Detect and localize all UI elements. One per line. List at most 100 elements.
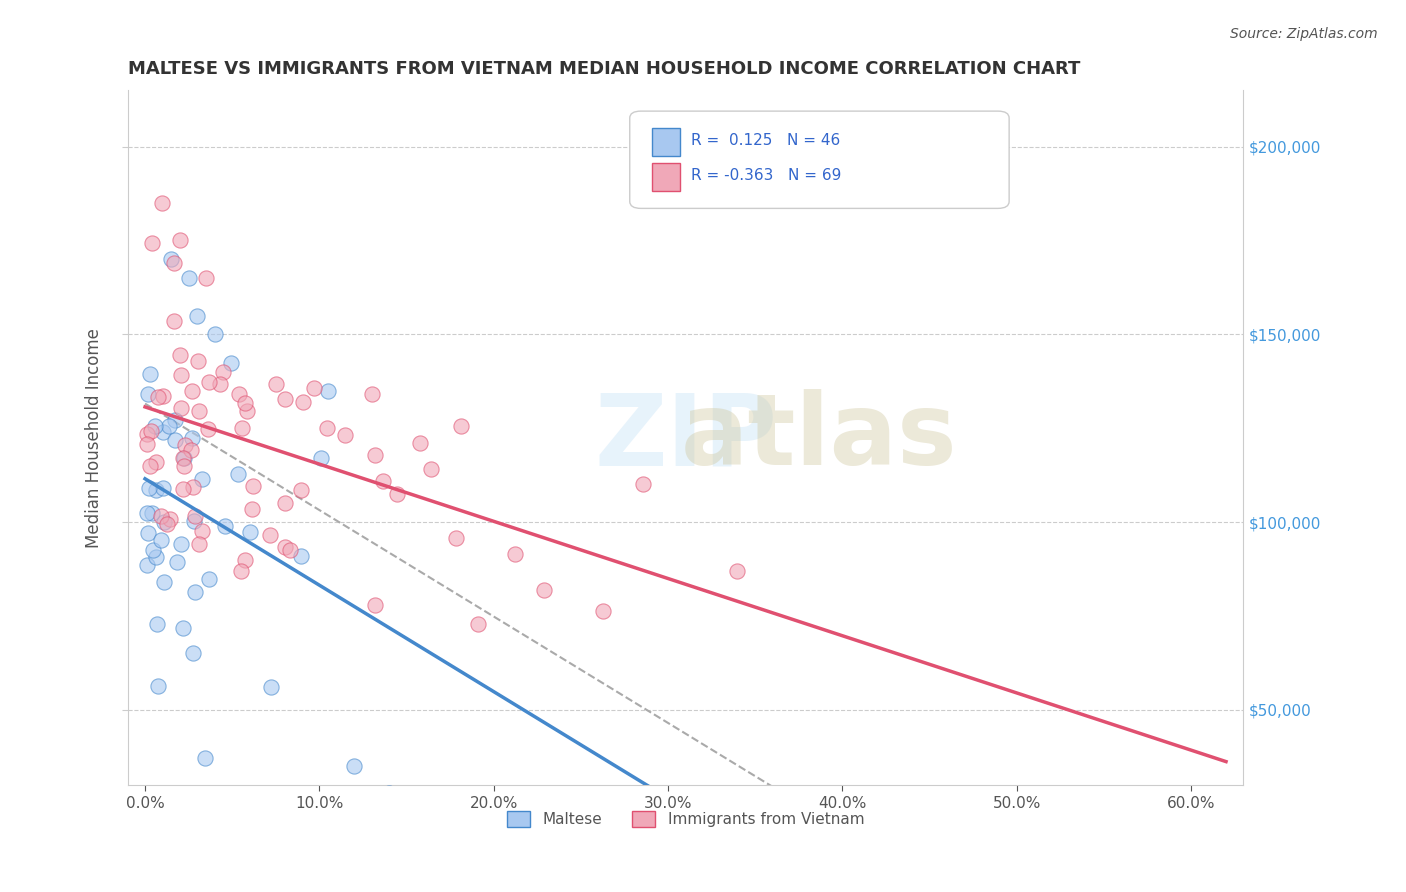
Point: [139, 424, 162, 438]
Point: [343, 759, 366, 773]
Point: [274, 540, 297, 554]
Point: [181, 646, 204, 660]
Point: [240, 501, 263, 516]
Point: [188, 537, 211, 551]
FancyBboxPatch shape: [652, 128, 681, 156]
Point: [304, 381, 326, 395]
Point: [195, 271, 218, 285]
Point: [450, 418, 472, 433]
Point: [725, 565, 748, 579]
Point: [364, 448, 387, 462]
Point: [153, 575, 176, 590]
Point: [211, 365, 233, 379]
Point: [135, 427, 157, 442]
Point: [533, 582, 555, 597]
Point: [278, 543, 301, 558]
Point: [233, 396, 256, 410]
Point: [209, 377, 232, 392]
Point: [145, 483, 167, 497]
Point: [165, 433, 187, 447]
Point: [274, 392, 297, 406]
Point: [149, 533, 172, 548]
Point: [385, 487, 408, 501]
Point: [420, 462, 443, 476]
Point: [139, 459, 162, 474]
Point: [592, 604, 614, 618]
Point: [198, 572, 221, 586]
Point: [204, 327, 226, 342]
Point: [505, 547, 527, 561]
Point: [136, 436, 159, 450]
Text: MALTESE VS IMMIGRANTS FROM VIETNAM MEDIAN HOUSEHOLD INCOME CORRELATION CHART: MALTESE VS IMMIGRANTS FROM VIETNAM MEDIA…: [128, 60, 1080, 78]
Point: [163, 255, 186, 269]
Text: ZIP: ZIP: [595, 389, 778, 486]
Point: [264, 377, 287, 392]
Point: [181, 479, 204, 493]
Point: [242, 479, 264, 493]
Point: [142, 542, 165, 557]
Point: [145, 454, 167, 468]
Point: [188, 404, 211, 418]
Point: [467, 617, 489, 632]
Point: [180, 442, 202, 457]
Point: [361, 386, 384, 401]
Point: [409, 435, 432, 450]
Point: [150, 508, 173, 523]
Point: [315, 421, 337, 435]
Point: [153, 516, 176, 530]
Point: [290, 549, 312, 563]
Point: [311, 450, 333, 465]
Point: [152, 425, 174, 439]
Point: [152, 389, 174, 403]
Point: [163, 413, 186, 427]
Point: [631, 476, 654, 491]
Point: [141, 236, 163, 251]
Point: [135, 506, 157, 520]
Point: [141, 506, 163, 520]
Text: R =  0.125   N = 46: R = 0.125 N = 46: [692, 134, 841, 148]
Point: [259, 527, 281, 541]
Point: [177, 271, 200, 285]
Text: Source: ZipAtlas.com: Source: ZipAtlas.com: [1230, 27, 1378, 41]
Point: [364, 598, 387, 612]
Point: [378, 786, 401, 800]
Point: [138, 481, 160, 495]
Point: [259, 680, 281, 694]
Point: [152, 481, 174, 495]
Point: [333, 427, 356, 442]
Point: [136, 387, 159, 401]
Point: [221, 356, 243, 370]
Text: atlas: atlas: [681, 389, 957, 486]
Point: [371, 475, 394, 489]
Point: [214, 518, 236, 533]
Point: [228, 467, 250, 481]
Point: [187, 354, 209, 368]
Point: [136, 525, 159, 540]
Point: [152, 196, 174, 211]
Point: [172, 450, 194, 465]
Point: [229, 564, 252, 578]
Point: [181, 431, 204, 445]
Point: [273, 496, 295, 510]
Point: [228, 387, 250, 401]
Point: [172, 482, 194, 496]
Point: [170, 368, 193, 382]
FancyBboxPatch shape: [652, 163, 681, 191]
Point: [145, 549, 167, 564]
Point: [194, 751, 217, 765]
Point: [183, 514, 205, 528]
Point: [191, 524, 214, 538]
Point: [233, 553, 256, 567]
Point: [291, 394, 314, 409]
Point: [156, 517, 179, 532]
Point: [166, 555, 188, 569]
Point: [197, 422, 219, 436]
Point: [169, 234, 191, 248]
Point: [148, 390, 170, 404]
Point: [290, 483, 312, 497]
Point: [143, 419, 166, 434]
Point: [146, 679, 169, 693]
Point: [174, 438, 197, 452]
Text: R = -0.363   N = 69: R = -0.363 N = 69: [692, 169, 841, 183]
Point: [198, 376, 221, 390]
